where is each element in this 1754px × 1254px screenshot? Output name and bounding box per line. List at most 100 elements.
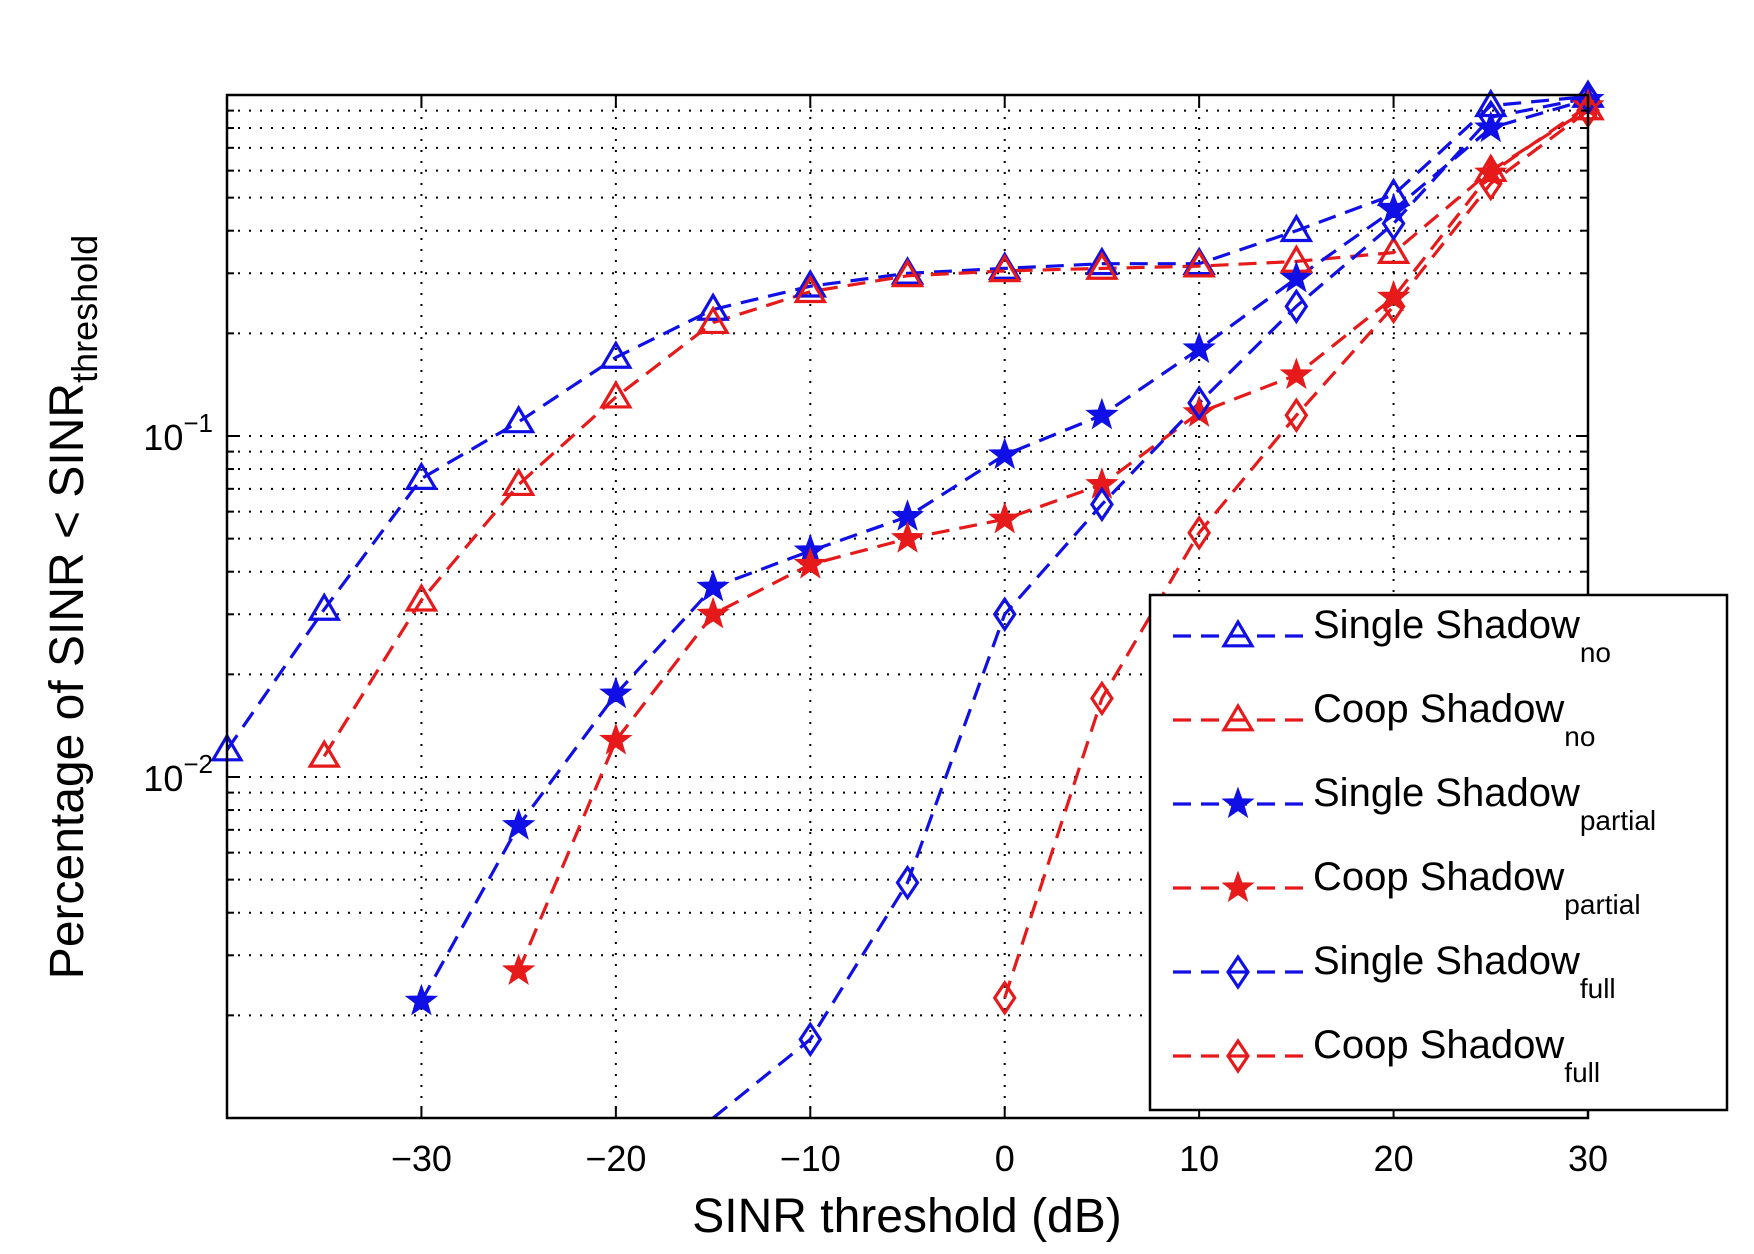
data-point-single-full xyxy=(1284,288,1309,325)
data-point-single-full xyxy=(1381,205,1406,242)
y-axis-title-main: Percentage of SINR < SINR xyxy=(41,383,94,979)
x-tick-label: −30 xyxy=(391,1138,452,1179)
y-axis-title: Percentage of SINR < SINRthreshold xyxy=(41,235,105,979)
data-point-single-partial xyxy=(1182,331,1216,364)
data-point-single-full xyxy=(992,596,1017,633)
legend-label-subscript: full xyxy=(1580,973,1616,1004)
legend-label-name: Coop Shadow xyxy=(1313,1023,1564,1067)
x-tick-label: 0 xyxy=(995,1138,1015,1179)
legend-label-single-full: Single Shadowfull xyxy=(1313,939,1616,1004)
data-point-coop-partial xyxy=(793,547,827,579)
data-point-single-partial xyxy=(988,437,1022,470)
data-point-coop-full xyxy=(1187,514,1212,551)
legend-marker-coop-full xyxy=(1226,1038,1250,1074)
legend-marker-single-full xyxy=(1226,954,1250,990)
data-point-coop-partial xyxy=(988,501,1022,534)
data-point-coop-no xyxy=(501,467,536,497)
data-point-coop-partial xyxy=(1474,155,1508,188)
x-tick-label: −10 xyxy=(780,1138,841,1179)
data-point-coop-no xyxy=(890,258,925,288)
y-tick-label: 10−2 xyxy=(143,749,213,799)
data-point-single-full xyxy=(895,864,920,901)
data-point-single-partial xyxy=(1085,397,1119,430)
data-point-single-full xyxy=(798,1021,823,1058)
data-point-coop-partial xyxy=(501,953,536,986)
legend-label-subscript: full xyxy=(1564,1057,1600,1088)
legend-label-name: Coop Shadow xyxy=(1313,687,1564,731)
y-axis-title-sub: threshold xyxy=(64,235,105,383)
y-tick-label: 10−1 xyxy=(143,408,213,458)
legend-box xyxy=(1148,593,1729,1112)
data-point-coop-partial xyxy=(1279,357,1314,390)
data-point-single-no xyxy=(793,269,828,298)
data-point-single-partial xyxy=(404,983,439,1016)
legend-marker-single-no xyxy=(1221,618,1255,648)
data-point-single-full xyxy=(1090,486,1114,523)
data-point-coop-full xyxy=(1284,397,1309,434)
data-point-single-no xyxy=(501,404,536,434)
data-point-single-partial xyxy=(599,676,633,709)
data-point-coop-no xyxy=(404,583,439,612)
legend-label-name: Single Shadow xyxy=(1313,603,1580,647)
legend-marker-coop-partial xyxy=(1221,870,1255,903)
legend-marker-coop-no xyxy=(1221,702,1255,732)
data-point-coop-no xyxy=(1376,235,1411,265)
legend-label-name: Single Shadow xyxy=(1313,771,1580,815)
series-line-single-no xyxy=(227,95,1588,751)
y-tick-base: 10 xyxy=(143,758,183,799)
data-point-coop-full xyxy=(1090,680,1114,717)
x-axis-title: SINR threshold (dB) xyxy=(692,1190,1122,1243)
y-tick-base: 10 xyxy=(143,417,183,458)
data-point-coop-partial xyxy=(890,521,925,553)
legend-label-subscript: no xyxy=(1580,637,1611,668)
y-tick-exponent: −2 xyxy=(183,749,213,779)
data-point-coop-no xyxy=(307,739,342,768)
data-point-single-full xyxy=(1187,385,1212,421)
series-line-single-full xyxy=(712,96,1588,1118)
x-tick-label: −20 xyxy=(585,1138,646,1179)
data-point-coop-no xyxy=(987,253,1022,283)
data-point-single-partial xyxy=(1279,260,1314,293)
legend-label-subscript: partial xyxy=(1564,889,1640,920)
x-tick-labels: −30 −20 −10 0 10 20 30 xyxy=(391,1138,1608,1179)
y-tick-exponent: −1 xyxy=(183,408,213,438)
data-point-coop-full xyxy=(1381,288,1406,325)
data-point-single-no xyxy=(696,292,730,321)
legend-marker-single-partial xyxy=(1221,786,1255,819)
y-tick-labels: 10−110−2 xyxy=(143,408,213,799)
data-point-single-partial xyxy=(501,808,536,840)
x-tick-label: 10 xyxy=(1179,1138,1219,1179)
data-point-single-no xyxy=(404,461,439,491)
data-point-coop-no xyxy=(1182,248,1216,278)
axis-ticks xyxy=(227,95,1589,1118)
series-line-coop-partial xyxy=(517,104,1588,972)
x-tick-label: 20 xyxy=(1374,1138,1414,1179)
data-point-single-no xyxy=(307,592,342,621)
data-point-single-no xyxy=(599,340,633,369)
data-point-single-full xyxy=(1478,99,1503,136)
legend-label-coop-no: Coop Shadowno xyxy=(1313,687,1595,752)
legend-label-subscript: partial xyxy=(1580,805,1656,836)
series-line-coop-full xyxy=(1003,109,1588,999)
legend-label-coop-full: Coop Shadowfull xyxy=(1313,1023,1600,1088)
data-point-coop-full xyxy=(1478,165,1503,202)
data-point-coop-full xyxy=(992,980,1017,1016)
data-point-coop-no xyxy=(696,305,730,335)
data-point-coop-no xyxy=(793,274,828,304)
legend-label-subscript: no xyxy=(1564,721,1595,752)
data-point-coop-no xyxy=(599,379,633,409)
legend-label-name: Coop Shadow xyxy=(1313,855,1564,899)
legend-label-single-partial: Single Shadowpartial xyxy=(1313,771,1656,836)
data-point-coop-partial xyxy=(599,722,633,755)
data-point-coop-partial xyxy=(1376,279,1411,312)
legend-label-name: Single Shadow xyxy=(1313,939,1580,983)
data-point-single-partial xyxy=(696,569,730,602)
data-point-coop-partial xyxy=(696,596,730,629)
data-point-coop-no xyxy=(1085,251,1119,280)
x-tick-label: 30 xyxy=(1568,1138,1608,1179)
data-point-single-no xyxy=(1085,246,1119,276)
legend-label-single-no: Single Shadowno xyxy=(1313,603,1611,668)
data-point-single-no xyxy=(1279,213,1314,243)
